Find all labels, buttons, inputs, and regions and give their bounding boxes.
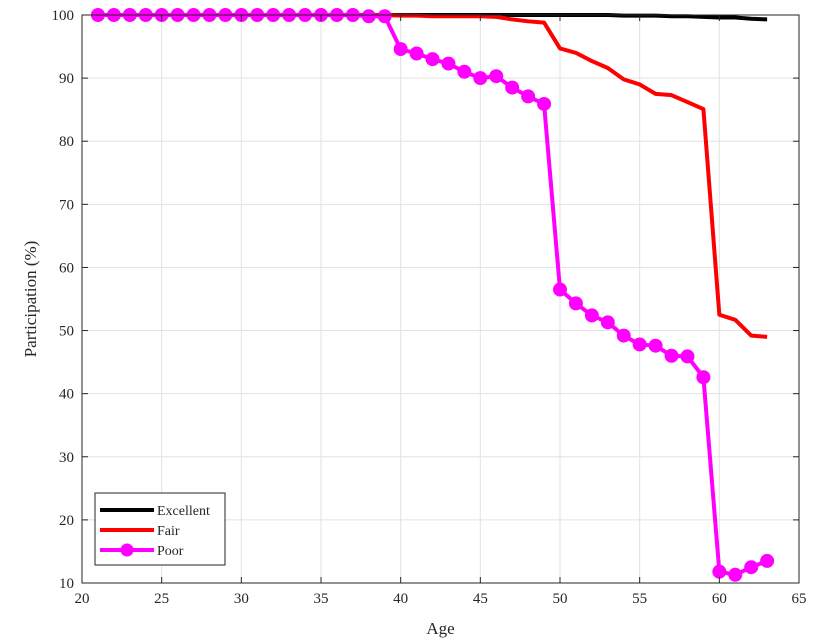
data-point-poor [553,282,567,297]
x-tick-label: 35 [314,591,329,607]
x-tick-label: 30 [234,591,249,607]
x-axis-ticks: 20 25 30 35 40 45 50 55 60 65 [75,15,807,607]
legend-label: Poor [157,544,184,559]
legend-label: Excellent [157,504,210,519]
data-point-poor [664,348,679,363]
series-poor [90,8,775,582]
y-tick-label: 80 [59,134,74,150]
y-axis-ticks: 10 20 30 40 50 60 70 80 90 100 [52,8,799,592]
legend-item-poor: Poor [100,543,184,559]
data-point-poor [377,9,392,24]
data-point-poor [473,71,488,86]
plot-frame [81,14,800,584]
y-tick-label: 90 [59,71,74,87]
x-axis-label: Age [426,619,454,638]
x-tick-label: 25 [154,591,169,607]
series-line-poor [97,13,768,577]
y-axis-label: Participation (%) [21,241,40,358]
y-tick-label: 40 [59,387,74,403]
data-point-poor [600,315,615,330]
y-tick-label: 50 [59,324,74,340]
data-point-poor [409,46,424,61]
x-tick-label: 60 [712,591,727,607]
data-point-poor [760,553,775,568]
y-tick-label: 10 [59,576,74,592]
data-point-poor [489,69,504,84]
data-point-poor [505,80,520,95]
data-point-poor [632,337,647,352]
data-point-poor [457,64,472,79]
data-point-poor [616,328,631,343]
y-tick-label: 20 [59,513,74,529]
legend: Excellent Fair Poor [94,492,226,566]
data-point-poor [648,338,663,353]
y-tick-label: 70 [59,197,74,213]
legend-item-fair: Fair [100,524,180,539]
data-point-poor [584,308,599,323]
data-point-poor [441,56,456,71]
data-point-poor [393,42,408,57]
data-point-poor [521,89,536,104]
data-point-poor [680,349,695,364]
data-point-poor [744,560,759,575]
data-point-poor [361,9,376,24]
data-point-poor [696,370,711,385]
x-tick-label: 40 [393,591,408,607]
x-tick-label: 65 [792,591,807,607]
x-tick-label: 55 [632,591,647,607]
data-point-poor [425,52,440,67]
data-point-poor [537,96,552,111]
x-tick-label: 45 [473,591,488,607]
x-tick-label: 20 [75,591,90,607]
x-tick-label: 50 [553,591,568,607]
y-tick-label: 30 [59,450,74,466]
y-tick-label: 100 [52,8,75,24]
legend-label: Fair [157,524,180,539]
legend-item-excellent: Excellent [100,504,210,519]
legend-marker [120,543,134,557]
y-tick-label: 60 [59,260,74,276]
data-point-poor [728,567,743,582]
data-point-poor [712,564,727,579]
data-point-poor [568,296,583,311]
